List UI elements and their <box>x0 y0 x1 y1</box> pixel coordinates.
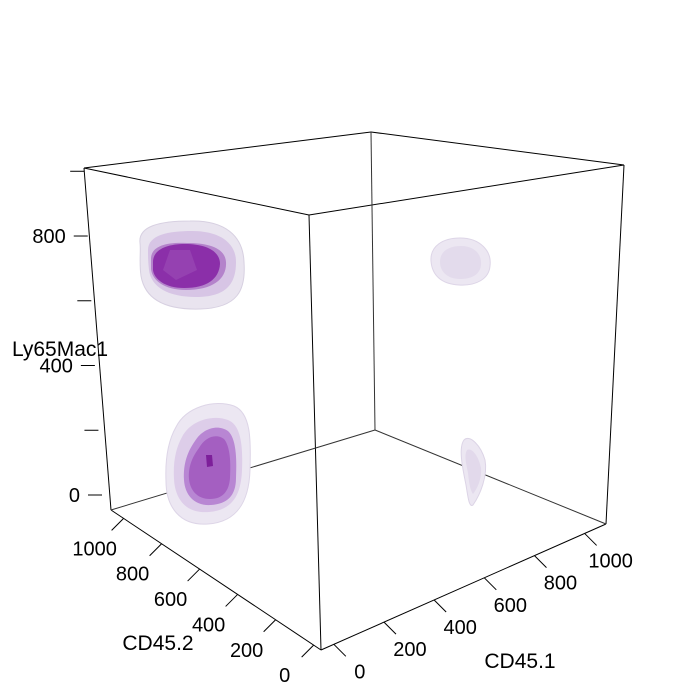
z-tick-label: 400 <box>39 356 72 378</box>
x-tick-label: 400 <box>443 617 476 639</box>
x-axis-title: CD45.1 <box>484 650 555 673</box>
x-tick-label: 1000 <box>588 550 633 572</box>
y-tick-label: 1000 <box>72 538 117 560</box>
axis-tick-labels: 0200400600800100002004006008001000040080… <box>32 226 633 687</box>
y-tick <box>225 594 238 607</box>
y-tick <box>301 644 315 658</box>
y-tick-label: 800 <box>116 564 149 586</box>
y-tick <box>111 518 124 531</box>
x-tick <box>383 621 397 635</box>
y-tick-label: 600 <box>154 589 187 611</box>
cluster-top-left <box>139 220 245 310</box>
y-tick-label: 0 <box>279 665 290 687</box>
x-tick <box>333 643 347 657</box>
y-tick <box>187 568 200 582</box>
bounding-box <box>83 131 625 651</box>
density-contours <box>139 220 491 525</box>
cluster-bottom-right <box>460 438 487 506</box>
z-tick-label: 0 <box>69 485 80 507</box>
y-axis-title: CD45.2 <box>122 632 193 655</box>
x-tick <box>483 577 497 591</box>
x-tick-label: 200 <box>393 639 426 661</box>
x-tick <box>534 555 547 568</box>
cluster-top-right <box>430 237 491 286</box>
y-tick <box>263 619 276 633</box>
x-tick-label: 800 <box>544 573 577 595</box>
cluster-bottom-left <box>165 403 251 525</box>
z-axis-title: Ly65Mac1 <box>12 338 108 361</box>
axis-ticks <box>70 170 597 658</box>
y-tick-label: 200 <box>230 640 263 662</box>
y-tick-label: 400 <box>192 614 225 636</box>
y-tick <box>149 543 162 557</box>
x-tick-label: 0 <box>354 661 365 683</box>
x-tick <box>584 533 597 546</box>
x-tick <box>433 599 447 613</box>
z-tick-label: 800 <box>32 226 65 248</box>
x-tick-label: 600 <box>494 595 527 617</box>
